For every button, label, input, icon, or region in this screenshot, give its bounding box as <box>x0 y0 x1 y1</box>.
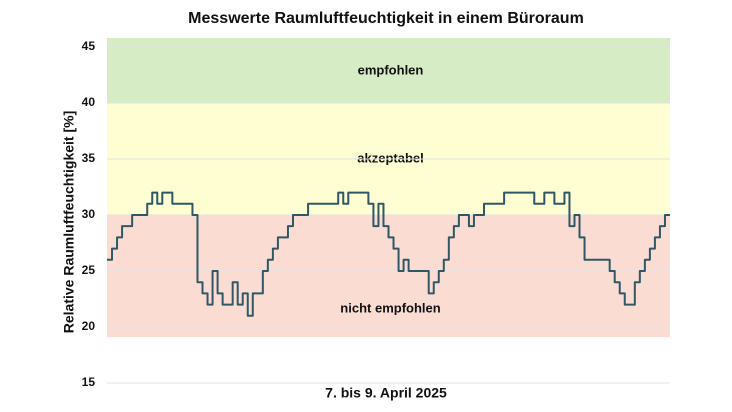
y-tick-label: 30 <box>82 207 96 221</box>
x-axis-label: 7. bis 9. April 2025 <box>325 385 447 401</box>
y-tick-label: 45 <box>82 39 96 53</box>
band <box>107 38 670 103</box>
y-axis-label: Relative Raumluftfeuchtigkeit [%] <box>61 111 77 333</box>
y-tick-label: 20 <box>82 319 96 333</box>
band-label: akzeptabel <box>357 150 423 165</box>
y-tick-label: 35 <box>82 151 96 165</box>
y-tick-label: 25 <box>82 263 96 277</box>
bands: empfohlen akzeptabel nicht empfohlen <box>107 38 670 338</box>
band-label: empfohlen <box>358 62 424 77</box>
marks <box>107 191 670 317</box>
band-label: nicht empfohlen <box>340 300 440 315</box>
data-line <box>107 191 670 317</box>
y-tick-label: 15 <box>82 375 96 389</box>
grid: 15 20 25 30 35 40 45 <box>82 39 670 389</box>
y-tick-label: 40 <box>82 95 96 109</box>
chart-title: Messwerte Raumluftfeuchtigkeit in einem … <box>188 10 584 27</box>
